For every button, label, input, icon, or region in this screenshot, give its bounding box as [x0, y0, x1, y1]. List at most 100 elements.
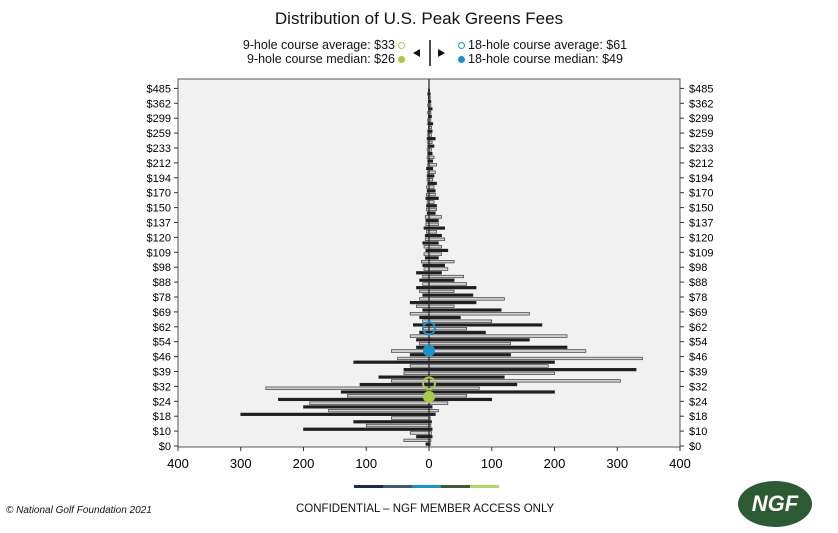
x-tick-label: 400 [167, 456, 189, 471]
bar-18-hole [428, 248, 449, 253]
bar-9-hole [409, 300, 430, 305]
bar-18-hole [428, 263, 445, 267]
bar-9-hole [403, 371, 430, 375]
bar-18-hole [428, 170, 436, 174]
bar-18-hole [428, 181, 437, 185]
x-tick-label: 200 [293, 456, 315, 471]
bar-9-hole [423, 252, 430, 256]
bar-18-hole [428, 271, 442, 275]
bar-18-hole [428, 341, 511, 346]
y-tick-label: $170 [147, 188, 171, 200]
bar-9-hole [416, 435, 430, 439]
bar-9-hole [416, 286, 430, 290]
y-tick-label: $10 [153, 426, 171, 438]
bar-9-hole [409, 312, 430, 316]
y-tick-label-right: $485 [689, 83, 713, 95]
bar-9-hole [328, 409, 430, 413]
bar-18-hole [428, 245, 442, 249]
bar-9-hole [422, 241, 430, 245]
bar-18-hole [428, 330, 486, 334]
y-tick-label-right: $39 [689, 367, 707, 379]
bar-18-hole [428, 409, 439, 413]
bar-18-hole [428, 144, 435, 148]
bar-18-hole [428, 204, 437, 208]
y-tick-label-right: $109 [689, 247, 713, 259]
bar-18-hole [428, 401, 449, 405]
y-tick-label-right: $32 [689, 381, 707, 393]
bar-9-hole [419, 341, 430, 346]
bar-18-hole [428, 386, 480, 390]
bar-9-hole [403, 438, 430, 443]
filled-circle-icon [458, 56, 465, 64]
bar-9-hole [397, 356, 430, 361]
y-tick-label-right: $299 [689, 113, 713, 125]
legend-9-median-label: 9-hole course median: $26 [246, 52, 395, 66]
bar-18-hole [428, 185, 435, 189]
x-tick-label: 100 [355, 456, 377, 471]
y-tick-label-right: $362 [689, 98, 713, 110]
footer-stripe-segment [470, 485, 499, 488]
x-tick-label: 400 [669, 456, 691, 471]
y-tick-label: $39 [153, 367, 171, 379]
bar-18-hole [428, 345, 568, 349]
y-tick-label-right: $150 [689, 203, 713, 215]
bar-18-hole [428, 319, 493, 323]
bar-18-hole [428, 174, 435, 178]
bar-18-hole [428, 315, 461, 320]
footer-stripe-segment [383, 485, 412, 488]
bar-9-hole [413, 323, 430, 327]
y-tick-label-right: $194 [689, 173, 713, 185]
y-tick-label: $0 [159, 441, 171, 453]
bar-9-hole [309, 401, 430, 405]
arrow-left-icon [413, 49, 420, 57]
bar-18-hole [428, 379, 621, 383]
bar-18-hole [428, 334, 568, 338]
open-circle-icon [398, 42, 405, 50]
bar-18-hole [428, 226, 445, 230]
bar-9-hole [391, 416, 430, 420]
bar-9-hole [419, 289, 430, 294]
bar-18-hole [428, 300, 477, 305]
open-circle-icon [458, 42, 465, 50]
bar-9-hole [303, 427, 430, 431]
y-tick-label: $299 [147, 113, 171, 125]
bar-9-hole [240, 412, 430, 416]
bar-9-hole [423, 267, 430, 271]
bar-9-hole [265, 386, 430, 390]
y-tick-label: $233 [147, 143, 171, 155]
bar-18-hole [428, 390, 555, 394]
bar-18-hole [428, 200, 435, 204]
bar-18-hole [428, 256, 439, 260]
y-tick-label-right: $18 [689, 411, 707, 423]
y-tick-label-right: $98 [689, 262, 707, 274]
bar-9-hole [353, 420, 430, 424]
y-tick-label-right: $0 [689, 441, 701, 453]
legend-9-avg-label: 9-hole course average: $33 [242, 38, 395, 52]
bar-18-hole [428, 189, 436, 193]
bar-9-hole [422, 293, 430, 297]
bar-18-hole [428, 371, 555, 375]
bar-9-hole [278, 397, 430, 402]
bar-9-hole [423, 226, 430, 230]
x-tick-label: 300 [230, 456, 252, 471]
bar-18-hole [428, 375, 505, 379]
x-tick-label: 200 [544, 456, 566, 471]
bar-18-hole [428, 382, 518, 387]
bar-9-hole [419, 315, 430, 320]
y-tick-label: $32 [153, 381, 171, 393]
bar-18-hole [428, 233, 442, 238]
legend-18-median-label: 18-hole course median: $49 [468, 52, 623, 66]
y-tick-label: $88 [153, 277, 171, 289]
y-tick-label-right: $259 [689, 128, 713, 140]
y-tick-label: $150 [147, 203, 171, 215]
bar-9-hole [422, 274, 430, 279]
y-tick-label: $78 [153, 292, 171, 304]
y-tick-label: $120 [147, 232, 171, 244]
y-tick-label-right: $24 [689, 396, 707, 408]
bar-9-hole [423, 245, 430, 249]
x-tick-label: 100 [481, 456, 503, 471]
bar-18-hole [428, 241, 439, 245]
bar-18-hole [428, 304, 455, 308]
x-tick-label: 0 [425, 456, 432, 471]
median-marker [423, 390, 435, 403]
